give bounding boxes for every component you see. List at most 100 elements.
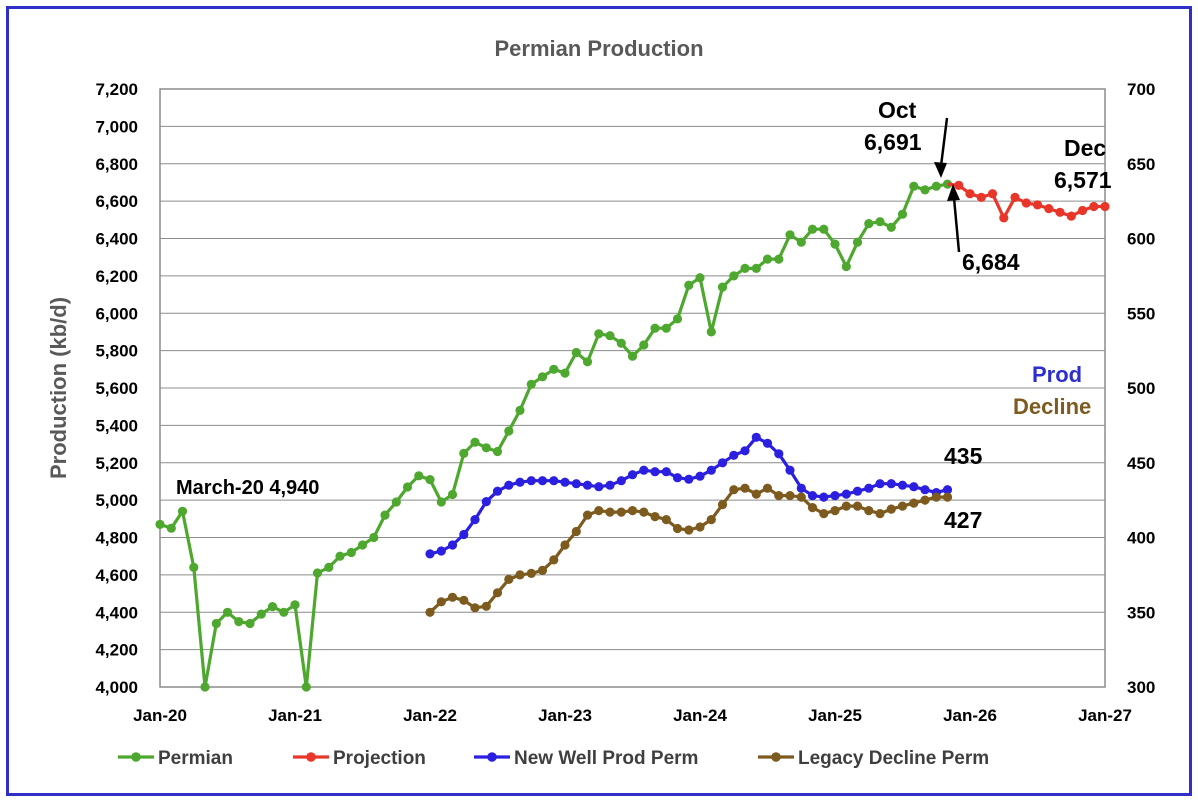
new-well-prod-perm-point (774, 449, 784, 459)
legacy-decline-perm-point (627, 506, 638, 516)
legend-marker (131, 752, 141, 762)
legend-marker (306, 752, 316, 762)
right-tick-label: 550 (1127, 304, 1155, 323)
x-axis-ticks: Jan-20 Jan-21 Jan-22 Jan-23 Jan-24 Jan-25 Jan-… (133, 706, 1132, 725)
right-tick-label: 350 (1127, 603, 1155, 622)
legend-label: Legacy Decline Perm (798, 748, 989, 769)
legacy-decline-perm-point (785, 491, 795, 501)
legacy-decline-perm-point (706, 515, 716, 525)
new-well-prod-perm-point (425, 549, 435, 559)
projection-point (987, 189, 998, 199)
right-tick-label: 700 (1127, 80, 1155, 99)
left-tick-label: 5,600 (95, 379, 138, 398)
prod-label: Prod (1032, 362, 1082, 387)
arrow-to-oct (934, 117, 949, 178)
new-well-prod-perm-point (526, 476, 536, 486)
legend-marker (771, 752, 781, 762)
legacy-decline-perm-point (672, 523, 683, 534)
legacy-decline-perm-point (425, 607, 435, 617)
permian-point (796, 237, 806, 247)
legend-label: Permian (158, 748, 233, 769)
left-tick-label: 5,200 (95, 454, 138, 473)
y-axis-title: Production (kb/d) (46, 297, 71, 479)
series-group (155, 179, 1110, 692)
new-well-prod-perm-point (594, 482, 604, 492)
right-tick-label: 450 (1127, 454, 1155, 473)
permian-point (627, 351, 638, 361)
permian-point (549, 364, 559, 374)
new-well-prod-perm-point (762, 438, 773, 448)
left-tick-label: 5,800 (95, 342, 138, 361)
new-well-prod-perm-point (627, 470, 638, 480)
new-well-prod-perm-point (537, 476, 548, 486)
right-tick-label: 400 (1127, 529, 1155, 548)
new-well-prod-perm-point (695, 471, 705, 481)
permian-point (481, 443, 491, 453)
legacy-decline-perm-point (470, 603, 480, 613)
projection-point (954, 180, 964, 190)
legacy-decline-perm-point (447, 592, 458, 602)
projection-point (1100, 201, 1110, 212)
permian-point (852, 237, 863, 247)
permian-point (245, 618, 255, 629)
right-tick-label: 650 (1127, 155, 1155, 174)
new-well-prod-perm-point (717, 458, 728, 468)
permian-point (166, 523, 176, 533)
permian-point (785, 230, 795, 240)
legend-item-permian: Permian (118, 748, 233, 769)
permian-point (470, 437, 480, 447)
new-well-prod-perm-point (459, 529, 469, 540)
permian-point (605, 331, 615, 341)
x-tick-label: Jan-20 (133, 706, 187, 725)
permian-point (841, 261, 851, 272)
new-well-prod-perm-point (470, 515, 480, 525)
permian-point (234, 617, 244, 627)
permian-point (391, 497, 401, 507)
legacy-decline-perm-point (639, 507, 649, 517)
permian-point (425, 475, 435, 485)
x-tick-label: Jan-23 (538, 706, 592, 725)
legacy-decline-perm-point (807, 503, 818, 513)
projection-point (1044, 204, 1054, 214)
legacy-decline-perm-point (684, 525, 694, 535)
projection-point (965, 189, 975, 199)
permian-point (684, 280, 694, 290)
legacy-decline-perm-point (661, 515, 671, 525)
permian-point (807, 224, 818, 234)
new-well-prod-perm-point (852, 486, 863, 496)
x-tick-label: Jan-24 (673, 706, 727, 725)
legend: Permian Projection New Well Prod Perm Legac… (118, 748, 989, 769)
permian-point (312, 568, 323, 578)
permian-point (717, 282, 728, 292)
legacy-decline-perm-point (920, 495, 930, 505)
left-tick-label: 7,000 (95, 117, 138, 136)
permian-point (526, 379, 536, 389)
permian-point (200, 682, 210, 692)
new-well-prod-perm-point (864, 483, 874, 493)
legacy-decline-value: 427 (944, 507, 982, 533)
permian-point (492, 446, 503, 457)
projection-start-value: 6,684 (962, 249, 1020, 275)
permian-point (402, 482, 413, 492)
permian-point (740, 263, 750, 273)
permian-point (447, 489, 458, 500)
permian-point (560, 368, 570, 378)
x-tick-label: Jan-22 (403, 706, 457, 725)
legacy-decline-perm-point (459, 595, 469, 605)
permian-point (672, 314, 683, 324)
new-well-prod-perm-point (549, 476, 559, 486)
new-well-prod-perm-point (740, 446, 750, 456)
new-well-prod-perm-point (481, 497, 491, 507)
permian-point (864, 219, 874, 229)
permian-point (751, 263, 761, 273)
legend-label: New Well Prod Perm (514, 748, 698, 769)
legacy-decline-perm-point (942, 492, 953, 502)
gridlines (160, 88, 1105, 688)
permian-point (830, 239, 840, 249)
new-well-prod-perm-point (751, 432, 761, 442)
left-tick-label: 6,200 (95, 267, 138, 286)
projection-point (1021, 198, 1031, 208)
x-tick-label: Jan-21 (268, 706, 322, 725)
legacy-decline-perm-point (582, 510, 593, 520)
